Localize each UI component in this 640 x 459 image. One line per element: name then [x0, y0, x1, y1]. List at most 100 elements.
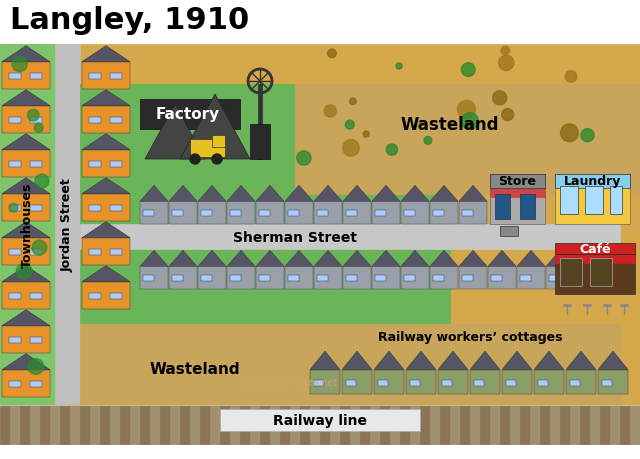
Bar [227, 202, 255, 224]
Bar [310, 406, 320, 444]
Polygon shape [2, 354, 50, 370]
Text: Store: Store [499, 174, 536, 188]
Circle shape [35, 124, 44, 133]
Bar [314, 202, 342, 224]
Bar [2, 62, 50, 90]
Bar [256, 267, 284, 289]
Bar [270, 406, 280, 444]
Bar [259, 210, 270, 217]
Bar [610, 406, 620, 444]
Bar [140, 406, 150, 444]
Bar [401, 202, 429, 224]
Bar [10, 406, 20, 444]
Bar [9, 73, 21, 79]
Bar [0, 45, 640, 404]
Bar [2, 282, 50, 309]
Bar [250, 406, 260, 444]
Circle shape [32, 241, 47, 256]
Bar [30, 381, 42, 386]
Bar [490, 174, 545, 188]
Polygon shape [82, 222, 130, 238]
Polygon shape [2, 90, 50, 106]
Bar [462, 210, 473, 217]
Polygon shape [140, 186, 168, 202]
Bar [210, 406, 220, 444]
Bar [82, 194, 130, 222]
Bar [470, 406, 480, 444]
Bar [82, 62, 130, 90]
Bar [555, 254, 635, 294]
Polygon shape [2, 134, 50, 151]
Bar [201, 210, 212, 217]
Bar [30, 73, 42, 79]
Polygon shape [459, 251, 487, 267]
Polygon shape [2, 310, 50, 326]
Bar [190, 140, 225, 157]
Bar [285, 202, 313, 224]
Bar [82, 238, 130, 265]
Bar [20, 406, 30, 444]
Polygon shape [502, 352, 532, 370]
Bar [460, 406, 470, 444]
Circle shape [190, 155, 200, 165]
Text: www.ielst-exam.net: www.ielst-exam.net [242, 377, 338, 387]
Bar [390, 406, 400, 444]
Bar [491, 275, 502, 282]
Bar [433, 275, 444, 282]
Circle shape [346, 121, 354, 130]
Polygon shape [169, 186, 197, 202]
Bar [350, 406, 360, 444]
Bar [590, 406, 600, 444]
Text: Railway line: Railway line [273, 413, 367, 427]
Bar [160, 406, 170, 444]
Bar [2, 326, 50, 353]
Bar [2, 370, 50, 397]
Bar [530, 406, 540, 444]
Bar [600, 406, 610, 444]
Polygon shape [314, 251, 342, 267]
Bar [555, 174, 630, 224]
Bar [2, 151, 50, 178]
Bar [343, 267, 371, 289]
Bar [410, 380, 420, 386]
Polygon shape [459, 186, 487, 202]
Bar [590, 258, 612, 286]
Bar [110, 73, 122, 79]
Bar [89, 161, 101, 167]
Polygon shape [82, 47, 130, 62]
Bar [370, 406, 380, 444]
Polygon shape [256, 186, 284, 202]
Bar [500, 226, 518, 236]
Bar [220, 406, 230, 444]
Text: Townhouses: Townhouses [20, 182, 33, 267]
Text: Railway workers’ cottages: Railway workers’ cottages [378, 330, 563, 343]
Bar [89, 73, 101, 79]
Text: Wasteland: Wasteland [401, 116, 499, 134]
Bar [110, 293, 122, 299]
Circle shape [499, 56, 514, 72]
Bar [172, 210, 183, 217]
Bar [317, 275, 328, 282]
Bar [506, 380, 516, 386]
Bar [9, 337, 21, 343]
Bar [517, 267, 545, 289]
Bar [288, 210, 299, 217]
Bar [212, 136, 225, 148]
Bar [89, 249, 101, 255]
Bar [563, 304, 571, 306]
Bar [566, 370, 596, 394]
Bar [602, 380, 612, 386]
Polygon shape [598, 352, 628, 370]
Bar [620, 406, 630, 444]
Polygon shape [82, 90, 130, 106]
Circle shape [342, 140, 359, 157]
Bar [580, 406, 590, 444]
Polygon shape [566, 352, 596, 370]
Bar [9, 205, 21, 211]
Polygon shape [401, 251, 429, 267]
Bar [560, 406, 570, 444]
Bar [583, 304, 591, 306]
Bar [450, 406, 460, 444]
Bar [288, 275, 299, 282]
Bar [401, 267, 429, 289]
